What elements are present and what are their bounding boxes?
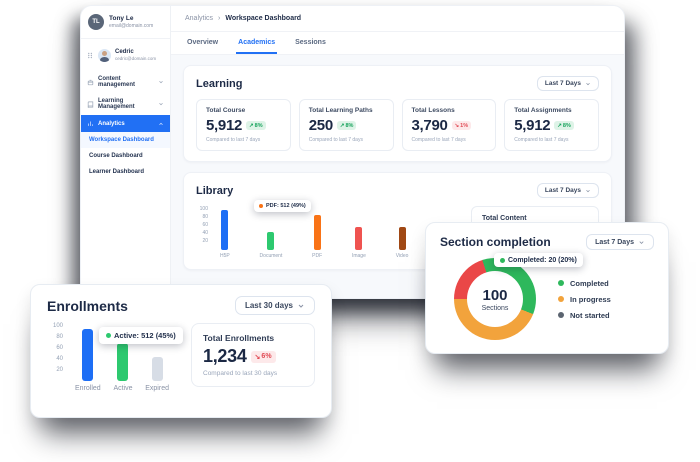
panel-title: Enrollments (47, 297, 128, 314)
tab-overview[interactable]: Overview (187, 39, 219, 46)
enrollments-card: Enrollments Last 30 days Active: 512 (45… (30, 284, 332, 418)
trend-badge: ↘ 6% (250, 350, 276, 363)
donut-legend: Completed In progress Not started (558, 279, 611, 320)
stat-value: 5,912 (514, 117, 551, 134)
tab-academics[interactable]: Academics (236, 32, 278, 54)
bar-pdf[interactable] (313, 214, 321, 250)
completion-range-select[interactable]: Last 7 Days (586, 234, 654, 250)
sidebar-item-label: Learning Management (98, 98, 135, 110)
trend-badge: ↗8% (554, 121, 574, 130)
stat-value: 5,912 (206, 117, 243, 134)
y-axis-labels: 100 80 60 40 20 (52, 323, 63, 373)
breadcrumb-page: Workspace Dashboard (225, 15, 302, 22)
sidebar-profile[interactable]: Cedric cedric@domain.com (81, 39, 170, 71)
chevron-down-icon (158, 79, 164, 85)
bar-active[interactable] (117, 343, 129, 381)
sidebar: TL Tony Le email@domain.com Cedric cedri… (81, 6, 171, 298)
enrollments-range-select[interactable]: Last 30 days (234, 296, 315, 315)
apps-grid-icon (87, 46, 94, 64)
section-completion-card: Section completion Last 7 Days Completed… (425, 222, 669, 354)
account-email: email@domain.com (109, 23, 154, 29)
chart-tooltip: Completed: 20 (20%) (494, 253, 583, 267)
trend-up-icon: ↗ (249, 122, 254, 129)
bar-document[interactable] (267, 232, 275, 250)
stat-card-total-course: Total Course 5,912 ↗ 8% Compared to last … (196, 99, 291, 151)
stat-value: 3,790 (411, 117, 448, 134)
enrollments-bar-chart[interactable]: Active: 512 (45%) 100 80 60 40 20 Enroll… (47, 323, 183, 392)
profile-name: Cedric (115, 49, 134, 55)
total-enrollments-value: 1,234 (203, 346, 247, 366)
stat-card-total-learning-paths: Total Learning Paths 250 ↗ 8% Compared to… (298, 99, 394, 151)
breadcrumb-section[interactable]: Analytics (185, 15, 214, 22)
sidebar-item-learning-management[interactable]: Learning Management (81, 93, 170, 115)
panel-title: Learning (196, 77, 243, 90)
panel-title: Section completion (440, 235, 551, 249)
stat-value: 250 (308, 117, 333, 134)
avatar: TL (88, 14, 104, 30)
trend-down-icon: ↘ (254, 353, 261, 361)
stat-card-total-assignments: Total Assignments 5,912 ↗ 8% Compared to … (504, 99, 599, 151)
dashboard-window: TL Tony Le email@domain.com Cedric cedri… (80, 5, 625, 299)
tab-sessions[interactable]: Sessions (295, 39, 326, 46)
bar-video[interactable] (398, 227, 406, 250)
book-icon (87, 101, 94, 108)
chevron-up-icon (158, 121, 164, 127)
dashboard-content: Learning Last 7 Days Total Course (171, 55, 624, 298)
chevron-down-icon (158, 101, 164, 107)
total-enrollments-card: Total Enrollments 1,234 ↘ 6% Compared to … (191, 323, 315, 387)
sidebar-item-label: Content management (98, 76, 136, 88)
bar-h5p[interactable] (221, 210, 229, 250)
tab-bar: Overview Academics Sessions (171, 32, 624, 55)
learning-panel: Learning Last 7 Days Total Course (183, 65, 612, 162)
bar-chart-icon (87, 120, 94, 127)
main-area: Analytics › Workspace Dashboard Overview… (171, 6, 624, 298)
library-bar-chart[interactable]: PDF: 512 (49%) 100 80 60 40 20 H5P (196, 200, 459, 259)
sidebar-item-content-management[interactable]: Content management (81, 71, 170, 93)
trend-up-icon: ↗ (339, 122, 345, 129)
box-icon (87, 79, 94, 86)
chart-tooltip: PDF: 512 (49%) (254, 200, 311, 212)
chevron-down-icon (585, 188, 591, 194)
sidebar-item-course-dashboard[interactable]: Course Dashboard (89, 153, 143, 159)
chevron-down-icon (585, 81, 591, 87)
bar-enrolled[interactable] (82, 328, 94, 381)
trend-badge: ↘ 1% (451, 121, 472, 130)
chevron-down-icon (638, 239, 645, 246)
sidebar-item-analytics[interactable]: Analytics (81, 115, 170, 132)
stat-card-total-lessons: Total Lessons 3,790 ↘ 1% Compared to last… (401, 99, 497, 151)
trend-down-icon: ↘ (454, 122, 460, 129)
account-name: Tony Le (109, 15, 134, 22)
trend-up-icon: ↗ (557, 122, 562, 129)
account-switcher[interactable]: TL Tony Le email@domain.com (81, 6, 170, 39)
breadcrumb-separator-icon: › (218, 15, 221, 22)
sidebar-item-label: Analytics (98, 120, 125, 127)
trend-badge: ↗8% (336, 121, 357, 130)
bar-expired[interactable] (151, 356, 163, 381)
library-range-select[interactable]: Last 7 Days (536, 183, 599, 198)
y-axis-labels: 100 80 60 40 20 (199, 206, 208, 244)
bar-image[interactable] (355, 227, 363, 250)
sidebar-item-workspace-dashboard[interactable]: Workspace Dashboard (81, 132, 170, 148)
sidebar-item-learner-dashboard[interactable]: Learner Dashboard (89, 169, 145, 175)
avatar (98, 48, 111, 62)
chevron-down-icon (297, 302, 305, 310)
chart-tooltip: Active: 512 (45%) (99, 327, 183, 344)
trend-badge: ↗8% (246, 121, 266, 130)
legend-item-completed: Completed (558, 279, 611, 288)
donut-center: 100 Sections (467, 271, 523, 327)
legend-item-in-progress: In progress (558, 295, 611, 304)
breadcrumb: Analytics › Workspace Dashboard (171, 6, 624, 32)
panel-title: Library (196, 184, 234, 197)
legend-item-not-started: Not started (558, 311, 611, 320)
profile-email: cedric@domain.com (115, 56, 157, 61)
learning-range-select[interactable]: Last 7 Days (536, 76, 599, 91)
